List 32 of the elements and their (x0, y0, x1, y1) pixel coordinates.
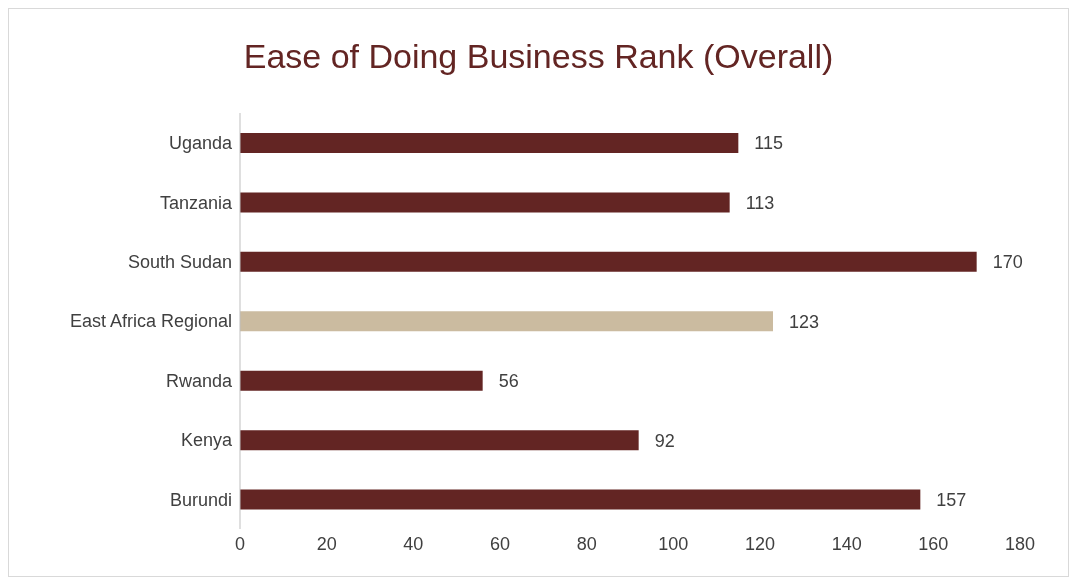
bar (240, 192, 730, 213)
y-tick-label: Burundi (169, 489, 232, 510)
y-tick-label: Tanzania (159, 192, 233, 213)
data-label: 115 (754, 133, 784, 154)
x-tick-label: 140 (831, 533, 862, 554)
x-tick-label: 0 (234, 533, 246, 554)
y-tick-label: East Africa Regional (69, 311, 232, 332)
x-tick-label: 100 (658, 533, 689, 554)
x-tick-label: 40 (403, 533, 424, 554)
x-tick-label: 60 (489, 533, 511, 554)
y-tick-label: Uganda (168, 133, 233, 154)
x-tick-label: 160 (918, 533, 949, 554)
x-tick-label: 20 (316, 533, 337, 554)
data-label: 56 (498, 371, 519, 392)
bar (240, 133, 739, 153)
y-tick-label: Rwanda (165, 370, 233, 391)
data-label: 113 (745, 192, 775, 213)
data-label: 170 (992, 252, 1023, 273)
x-tick-label: 180 (1004, 533, 1036, 554)
data-label: 157 (936, 489, 967, 510)
data-label: 123 (789, 311, 820, 332)
x-tick-label: 80 (576, 533, 597, 554)
bar (240, 311, 773, 332)
bar (240, 430, 639, 451)
bar (240, 251, 977, 272)
bar (240, 489, 921, 510)
y-tick-label: Kenya (180, 430, 233, 451)
chart-title: Ease of Doing Business Rank (Overall) (242, 36, 835, 77)
y-tick-label: South Sudan (127, 251, 232, 272)
x-tick-label: 120 (744, 533, 776, 554)
data-label: 92 (654, 430, 675, 451)
bar (240, 370, 483, 391)
